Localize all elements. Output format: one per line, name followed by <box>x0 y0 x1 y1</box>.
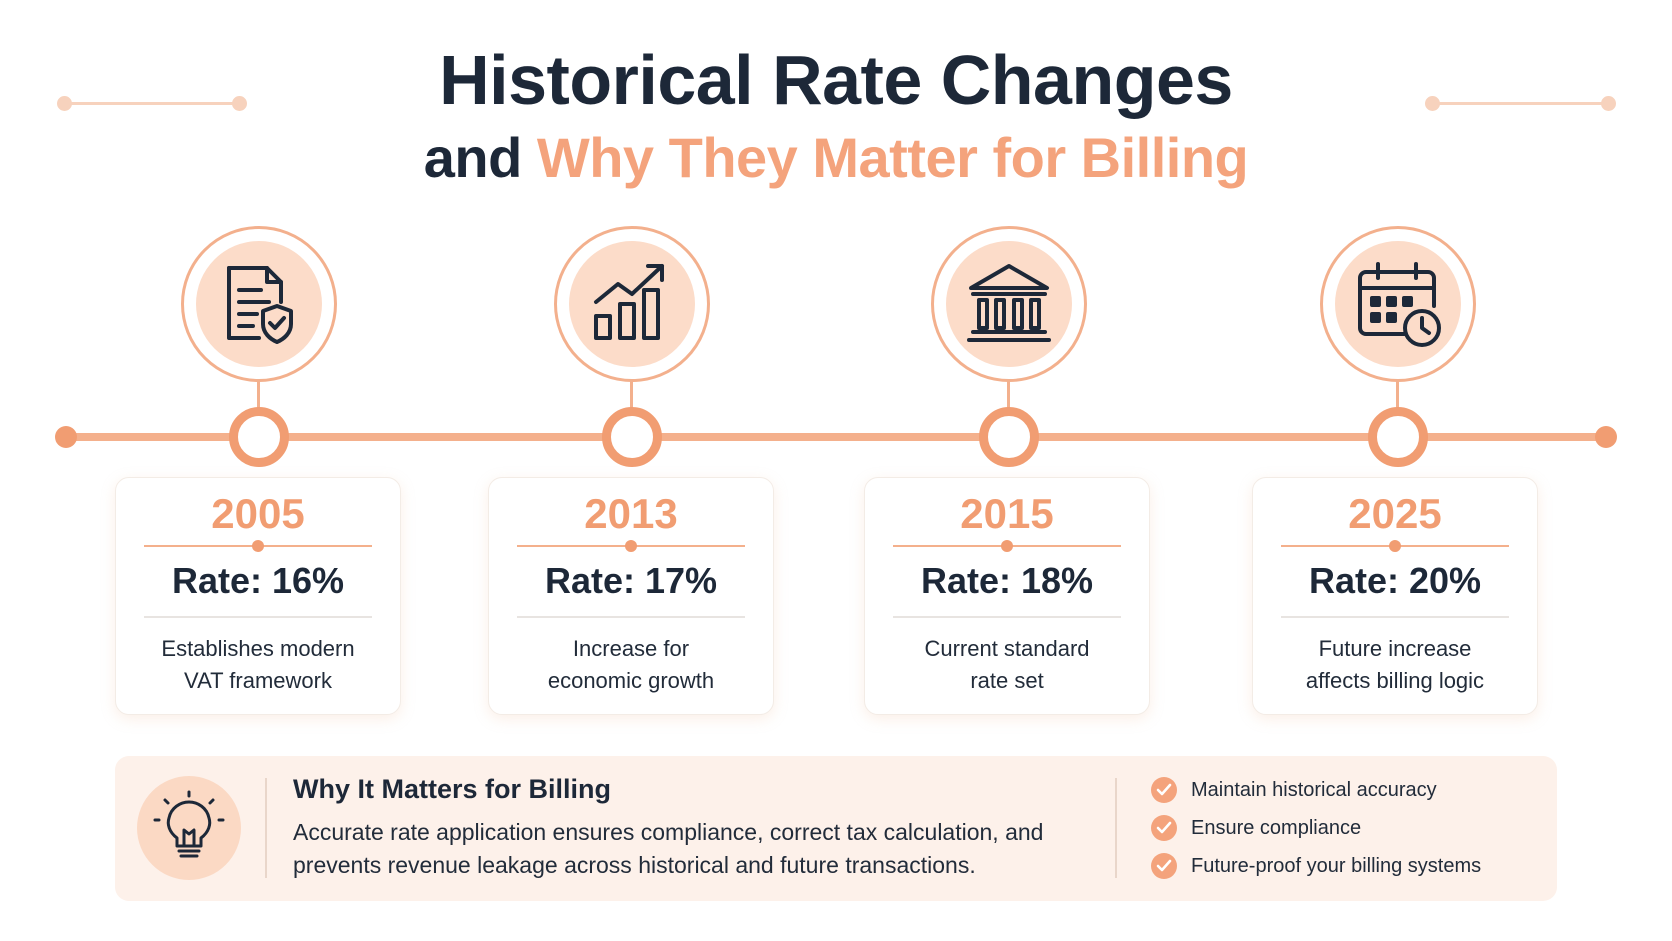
checklist-label: Maintain historical accuracy <box>1191 778 1437 801</box>
header-decoration-dot <box>232 96 247 111</box>
milestone-year: 2015 <box>960 490 1054 537</box>
milestone-year: 2025 <box>1348 490 1442 537</box>
milestone-card-2015: 2015 Rate: 18% Current standard rate set <box>864 477 1150 715</box>
timeline-axis <box>66 433 1606 441</box>
milestone-rate: Rate: 16% <box>171 560 345 601</box>
milestone-icon-circle <box>181 226 337 382</box>
page-subtitle: and Why They Matter for Billing <box>0 125 1672 190</box>
timeline-node <box>229 407 289 467</box>
header-decoration-right <box>1432 102 1610 105</box>
milestone-card-2013: 2013 Rate: 17% Increase for economic gro… <box>488 477 774 715</box>
milestone-rate: Rate: 20% <box>1308 560 1482 601</box>
milestone-stem <box>257 379 260 409</box>
timeline-start-dot <box>55 426 77 448</box>
timeline-node <box>1368 407 1428 467</box>
header-decoration-dot <box>1601 96 1616 111</box>
calendar-clock-icon <box>1358 262 1441 347</box>
milestone-year: 2013 <box>584 490 678 537</box>
milestone-rate: Rate: 17% <box>544 560 718 601</box>
milestone-description: Current standard rate set <box>924 636 1090 693</box>
why-text: Accurate rate application ensures compli… <box>293 819 1044 878</box>
lightbulb-icon <box>153 790 225 858</box>
milestone-icon-circle <box>931 226 1087 382</box>
checklist-item: Future-proof your billing systems <box>1151 852 1481 880</box>
milestone-stem <box>1007 379 1010 409</box>
header-decoration-dot <box>57 96 72 111</box>
timeline-node <box>602 407 662 467</box>
milestone-stem <box>1396 379 1399 409</box>
timeline-end-dot <box>1595 426 1617 448</box>
milestone-rate: Rate: 18% <box>920 560 1094 601</box>
document-shield-icon <box>227 266 293 344</box>
why-title: Why It Matters for Billing <box>293 774 612 804</box>
subtitle-accent: Why They Matter for Billing <box>536 126 1249 189</box>
checklist-item: Maintain historical accuracy <box>1151 776 1437 804</box>
check-circle-icon <box>1151 777 1177 803</box>
growth-chart-icon <box>594 264 664 340</box>
milestone-description: Increase for economic growth <box>547 636 715 693</box>
milestone-card-2005: 2005 Rate: 16% Establishes modern VAT fr… <box>115 477 401 715</box>
government-building-icon <box>967 264 1051 342</box>
checklist-item: Ensure compliance <box>1151 814 1361 842</box>
why-it-matters-panel: Why It Matters for Billing Accurate rate… <box>115 756 1557 901</box>
header-decoration-dot <box>1425 96 1440 111</box>
milestone-year: 2005 <box>211 490 305 537</box>
check-circle-icon <box>1151 815 1177 841</box>
milestone-stem <box>630 379 633 409</box>
check-circle-icon <box>1151 853 1177 879</box>
milestone-icon-circle <box>554 226 710 382</box>
checklist-label: Future-proof your billing systems <box>1191 854 1482 877</box>
milestone-description: Future increase affects billing logic <box>1305 636 1485 693</box>
checklist-label: Ensure compliance <box>1191 816 1362 839</box>
milestone-description: Establishes modern VAT framework <box>161 636 355 693</box>
subtitle-prefix: and <box>423 126 523 189</box>
page-title: Historical Rate Changes <box>439 41 1233 119</box>
panel-divider <box>1115 778 1117 878</box>
milestone-card-2025: 2025 Rate: 20% Future increase affects b… <box>1252 477 1538 715</box>
panel-divider <box>265 778 267 878</box>
timeline-node <box>979 407 1039 467</box>
milestone-icon-circle <box>1320 226 1476 382</box>
header-decoration-left <box>64 102 240 105</box>
lightbulb-circle <box>137 776 241 880</box>
